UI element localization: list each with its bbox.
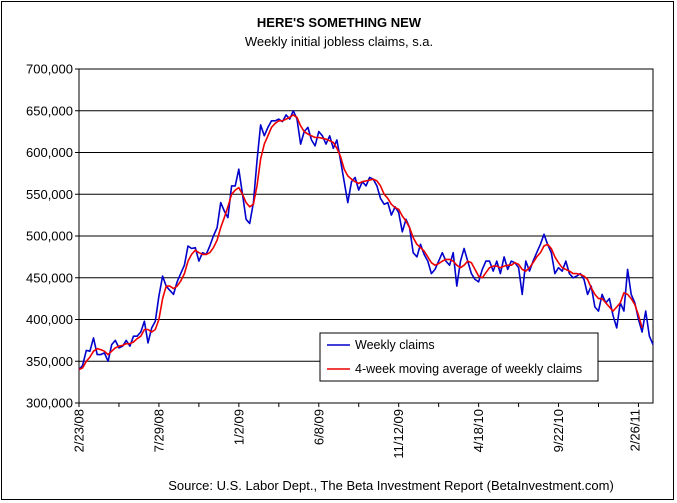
y-tick-label: 300,000	[26, 396, 73, 411]
legend-box	[319, 332, 599, 382]
y-tick-label: 400,000	[26, 312, 73, 327]
y-tick-label: 350,000	[26, 354, 73, 369]
y-tick-label: 700,000	[26, 62, 73, 77]
x-tick-label: 1/2/09	[231, 409, 246, 445]
legend-label-moving-average: 4-week moving average of weekly claims	[355, 362, 582, 376]
x-axis: 2/23/08 7/29/08 1/2/09 6/8/09 11/12/09 4/18/1…	[72, 403, 642, 459]
y-axis: 300,000 350,000 400,000 450,000 500,000 550,0…	[26, 62, 79, 411]
moving-average-line	[78, 114, 643, 371]
x-tick-label: 6/8/09	[311, 409, 326, 445]
y-tick-label: 550,000	[26, 187, 73, 202]
series-lines	[78, 110, 654, 371]
chart-title: HERE'S SOMETHING NEW	[257, 15, 422, 30]
y-tick-label: 450,000	[26, 270, 73, 285]
y-tick-label: 650,000	[26, 103, 73, 118]
y-tick-label: 500,000	[26, 229, 73, 244]
x-tick-label: 9/22/10	[551, 409, 566, 452]
chart-subtitle: Weekly initial jobless claims, s.a.	[245, 34, 433, 49]
y-tick-label: 600,000	[26, 145, 73, 160]
weekly-claims-line	[78, 110, 654, 371]
legend: Weekly claims 4-week moving average of w…	[319, 332, 599, 382]
x-tick-label: 11/12/09	[391, 409, 406, 459]
x-tick-label: 2/26/11	[627, 409, 642, 451]
x-tick-label: 7/29/08	[151, 409, 166, 452]
x-tick-label: 2/23/08	[72, 409, 87, 452]
source-note: Source: U.S. Labor Dept., The Beta Inves…	[168, 478, 614, 493]
legend-label-weekly: Weekly claims	[355, 338, 435, 352]
x-tick-label: 4/18/10	[471, 409, 486, 452]
